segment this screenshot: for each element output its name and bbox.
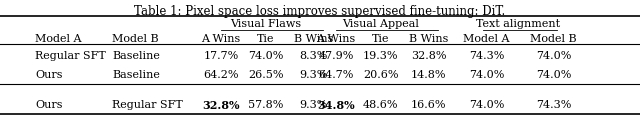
Text: 64.7%: 64.7% (318, 70, 354, 80)
Text: 57.8%: 57.8% (248, 100, 284, 110)
Text: 74.0%: 74.0% (248, 51, 284, 61)
Text: Visual Appeal: Visual Appeal (342, 19, 419, 29)
Text: 48.6%: 48.6% (363, 100, 399, 110)
Text: Regular SFT: Regular SFT (112, 100, 183, 110)
Text: 9.3%: 9.3% (300, 70, 328, 80)
Text: Text alignment: Text alignment (476, 19, 561, 29)
Text: 17.7%: 17.7% (203, 51, 239, 61)
Text: Regular SFT: Regular SFT (35, 51, 106, 61)
Text: 74.3%: 74.3% (536, 100, 572, 110)
Text: B Wins: B Wins (294, 34, 333, 44)
Text: 74.0%: 74.0% (536, 51, 572, 61)
Text: 14.8%: 14.8% (411, 70, 447, 80)
Text: 64.2%: 64.2% (203, 70, 239, 80)
Text: 16.6%: 16.6% (411, 100, 447, 110)
Text: Visual Flaws: Visual Flaws (230, 19, 301, 29)
Text: Tie: Tie (372, 34, 390, 44)
Text: Baseline: Baseline (112, 70, 160, 80)
Text: 32.8%: 32.8% (202, 100, 239, 111)
Text: Model B: Model B (112, 34, 159, 44)
Text: Tie: Tie (257, 34, 275, 44)
Text: A Wins: A Wins (201, 34, 241, 44)
Text: 74.0%: 74.0% (536, 70, 572, 80)
Text: Ours: Ours (35, 70, 63, 80)
Text: A Wins: A Wins (316, 34, 356, 44)
Text: 9.3%: 9.3% (300, 100, 328, 110)
Text: Model A: Model A (463, 34, 509, 44)
Text: 32.8%: 32.8% (411, 51, 447, 61)
Text: Baseline: Baseline (112, 51, 160, 61)
Text: Ours: Ours (35, 100, 63, 110)
Text: 8.3%: 8.3% (300, 51, 328, 61)
Text: 74.0%: 74.0% (468, 70, 504, 80)
Text: Model A: Model A (35, 34, 82, 44)
Text: 47.9%: 47.9% (318, 51, 354, 61)
Text: 74.0%: 74.0% (468, 100, 504, 110)
Text: 26.5%: 26.5% (248, 70, 284, 80)
Text: 74.3%: 74.3% (468, 51, 504, 61)
Text: Table 1: Pixel space loss improves supervised fine-tuning: DiT.: Table 1: Pixel space loss improves super… (134, 5, 506, 18)
Text: Model B: Model B (531, 34, 577, 44)
Text: 20.6%: 20.6% (363, 70, 399, 80)
Text: 19.3%: 19.3% (363, 51, 399, 61)
Text: B Wins: B Wins (409, 34, 449, 44)
Text: 34.8%: 34.8% (317, 100, 355, 111)
